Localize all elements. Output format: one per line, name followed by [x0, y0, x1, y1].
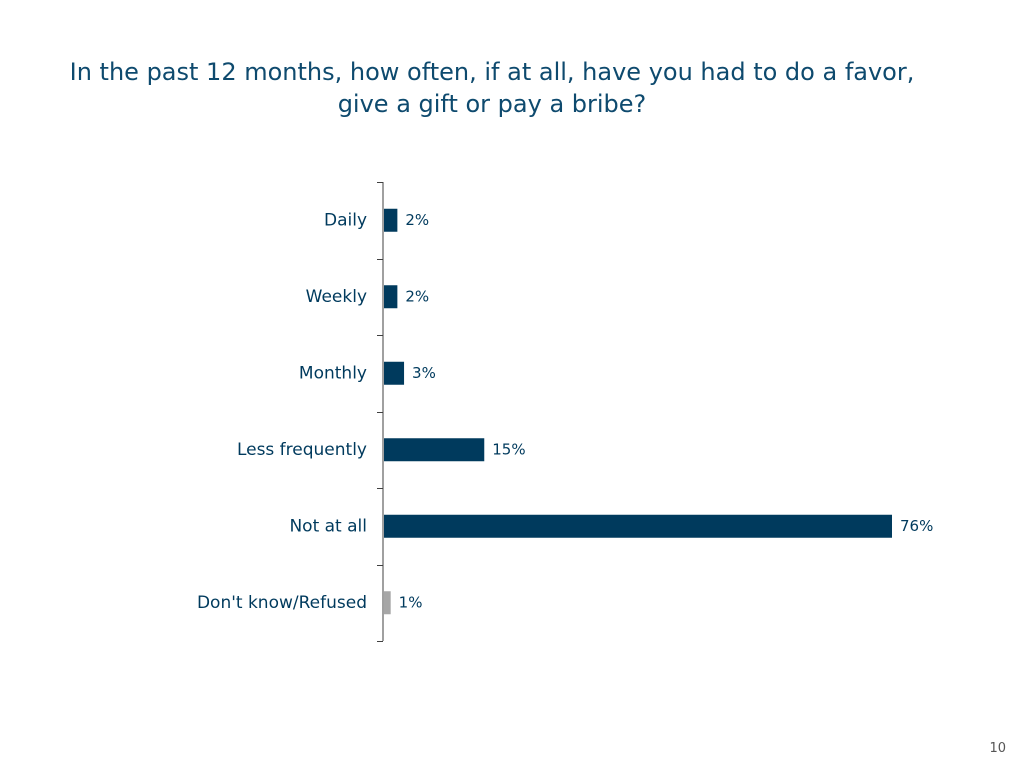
- category-label: Don't know/Refused: [197, 593, 367, 613]
- category-label: Less frequently: [237, 440, 367, 460]
- category-label: Not at all: [289, 516, 367, 536]
- data-label: 2%: [405, 287, 429, 305]
- data-label: 1%: [399, 593, 423, 611]
- data-label: 15%: [492, 440, 525, 458]
- bar: [384, 514, 892, 538]
- bar: [384, 591, 391, 615]
- chart-title-line-1: In the past 12 months, how often, if at …: [69, 58, 915, 86]
- data-label: 76%: [900, 517, 933, 535]
- data-label: 2%: [405, 211, 429, 229]
- chart-title: In the past 12 months, how often, if at …: [20, 56, 964, 120]
- chart-title-line-2: give a gift or pay a bribe?: [337, 90, 647, 118]
- bar: [384, 438, 485, 462]
- bar: [384, 361, 405, 385]
- category-label: Weekly: [306, 287, 367, 307]
- data-label: 3%: [412, 364, 436, 382]
- category-label: Monthly: [299, 363, 367, 383]
- bar: [384, 208, 398, 232]
- category-label: Daily: [324, 210, 367, 230]
- page-number: 10: [989, 741, 1006, 756]
- bar: [384, 285, 398, 309]
